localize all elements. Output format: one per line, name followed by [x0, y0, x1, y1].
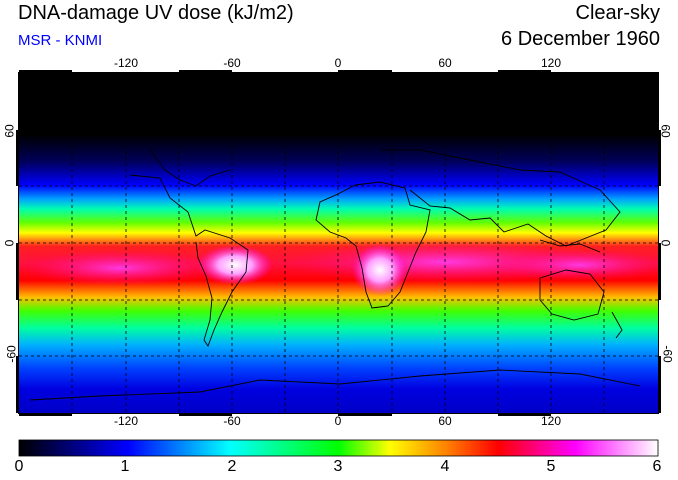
- africa-max-spot: [352, 244, 408, 296]
- colorbar-label: 6: [652, 458, 662, 475]
- colorbar-label: 5: [546, 458, 556, 475]
- lon-tick-bottom: 60: [438, 414, 452, 428]
- lon-tick-bottom: 120: [540, 414, 562, 428]
- colorbar-label: 4: [440, 458, 450, 475]
- date-label: 6 December 1960: [501, 28, 660, 50]
- lon-tick-bottom: 0: [334, 414, 342, 428]
- colorbar-label: 2: [227, 458, 237, 475]
- lon-tick-top: -60: [223, 56, 241, 70]
- coastlines: [29, 149, 641, 401]
- south-america-max-spot: [197, 245, 273, 285]
- frame-ticks: [16, 70, 661, 416]
- map-title: DNA-damage UV dose (kJ/m2): [18, 2, 294, 24]
- colorbar: [18, 439, 659, 457]
- lon-tick-top: 60: [438, 56, 452, 70]
- graticule: [19, 73, 658, 413]
- data-source-label: MSR - KNMI: [18, 32, 103, 49]
- colorbar-label: 0: [14, 458, 24, 475]
- lon-tick-top: 120: [540, 56, 562, 70]
- lon-tick-bottom: -120: [113, 414, 139, 428]
- lon-tick-top: 0: [334, 56, 342, 70]
- lon-tick-bottom: -60: [223, 414, 241, 428]
- colorbar-label: 1: [120, 458, 130, 475]
- lon-tick-top: -120: [113, 56, 139, 70]
- product-label: Clear-sky: [575, 2, 660, 24]
- colorbar-label: 3: [333, 458, 343, 475]
